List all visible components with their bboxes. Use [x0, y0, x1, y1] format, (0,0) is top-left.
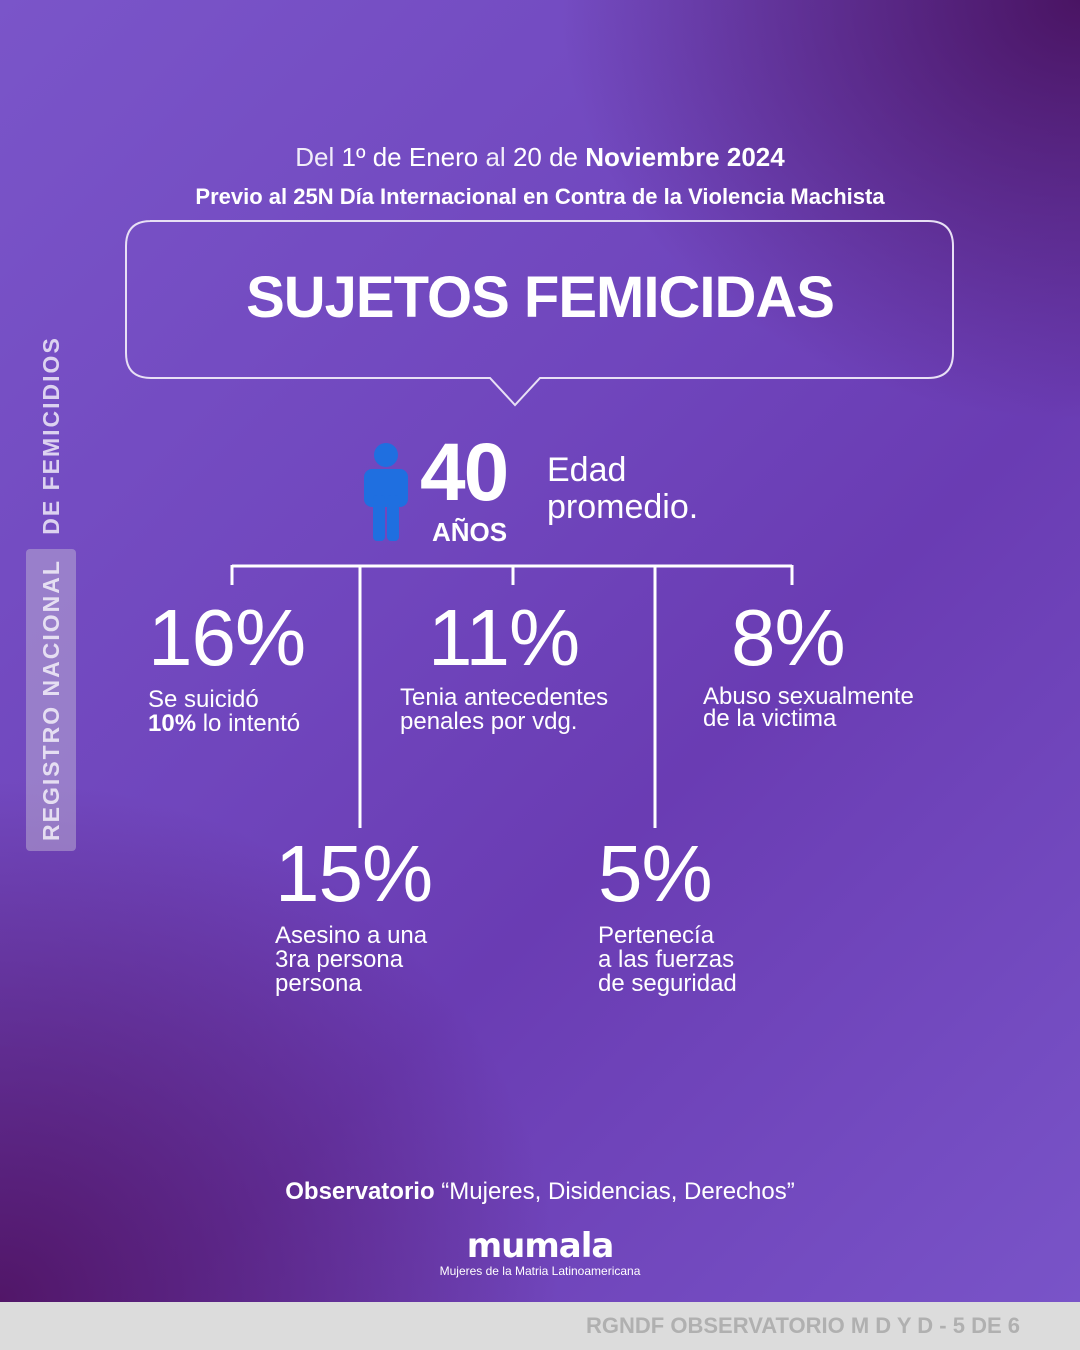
connector-tree: [230, 564, 794, 828]
stat-line: Asesino a una: [275, 922, 428, 949]
subtitle: Previo al 25N Día Internacional en Contr…: [195, 184, 885, 209]
stat-value: 5%: [598, 829, 713, 918]
stat: 5% Pertenecía a las fuerzas de seguridad: [598, 834, 737, 996]
stat-line: Se suicidó: [148, 686, 259, 713]
stat-note: lo intentó: [202, 710, 301, 737]
stat-line: penales por vdg.: [400, 708, 578, 735]
stat-line: persona: [275, 970, 362, 997]
stat-line: de seguridad: [598, 970, 737, 997]
speech-bubble: [125, 220, 954, 407]
person-icon: [364, 443, 408, 541]
title: SUJETOS FEMICIDAS: [246, 265, 835, 330]
age-label-line: promedio.: [547, 488, 699, 526]
stat-line: Tenia antecedentes: [400, 684, 609, 711]
stat-value: 16%: [148, 593, 306, 682]
side-label-text: DE FEMICIDIOS: [38, 336, 64, 535]
stat-description: Se suicidó 10% lo intentó: [148, 688, 305, 736]
stat-highlight: 10%: [148, 710, 197, 737]
stat-line: Abuso sexualmente: [703, 683, 914, 710]
stat-value: 15%: [275, 829, 433, 918]
stat-value: 8%: [731, 593, 846, 682]
stat-line: de la victima: [703, 705, 837, 732]
logo-subtitle: Mujeres de la Matria Latinoamericana: [439, 1264, 641, 1278]
observatory-motto: “Mujeres, Disidencias, Derechos”: [441, 1178, 795, 1205]
age-unit: AÑOS: [432, 517, 508, 547]
bottom-bar: RGNDF OBSERVATORIO M D Y D - 5 DE 6: [0, 1302, 1080, 1350]
stat-description: Pertenecía a las fuerzas de seguridad: [598, 924, 737, 996]
stat: 15% Asesino a una 3ra persona persona: [275, 829, 433, 996]
stat: 11% Tenia antecedentes penales por vdg.: [400, 598, 608, 734]
stat-value: 11%: [428, 593, 580, 682]
stat-line: a las fuerzas: [598, 946, 735, 973]
stat-line: Pertenecía: [598, 922, 715, 949]
stat: 16% Se suicidó 10% lo intentó: [148, 593, 306, 736]
side-label: REGISTRO NACIONAL DE FEMICIDIOS: [26, 336, 76, 851]
age-value: 40: [420, 427, 509, 518]
observatory-name: Observatorio: [285, 1178, 435, 1205]
date-part: al: [485, 142, 506, 172]
observatory: Observatorio “Mujeres, Disidencias, Dere…: [0, 1178, 1080, 1206]
date-part: Noviembre 2024: [585, 142, 785, 172]
stat-line: 10% lo intentó: [148, 712, 305, 736]
bottom-bar-text: RGNDF OBSERVATORIO M D Y D - 5 DE 6: [586, 1313, 1020, 1338]
date-part: Del: [295, 142, 335, 172]
stat: 8% Abuso sexualmente de la victima: [703, 593, 914, 732]
date-part: 20 de: [512, 142, 579, 172]
stat-description: Abuso sexualmente de la victima: [703, 683, 914, 732]
stat-description: Asesino a una 3ra persona persona: [275, 924, 432, 996]
date-range: Del 1º de Enero al 20 de Noviembre 2024: [0, 142, 1080, 173]
age-label: Edad promedio.: [547, 452, 698, 526]
date-part: 1º de Enero: [341, 142, 479, 172]
side-label-boxed: REGISTRO NACIONAL: [26, 549, 76, 851]
stat-description: Tenia antecedentes penales por vdg.: [400, 686, 608, 734]
age-label-line: Edad: [547, 451, 627, 489]
logo: mumala: [466, 1226, 615, 1266]
stat-line: 3ra persona: [275, 946, 404, 973]
